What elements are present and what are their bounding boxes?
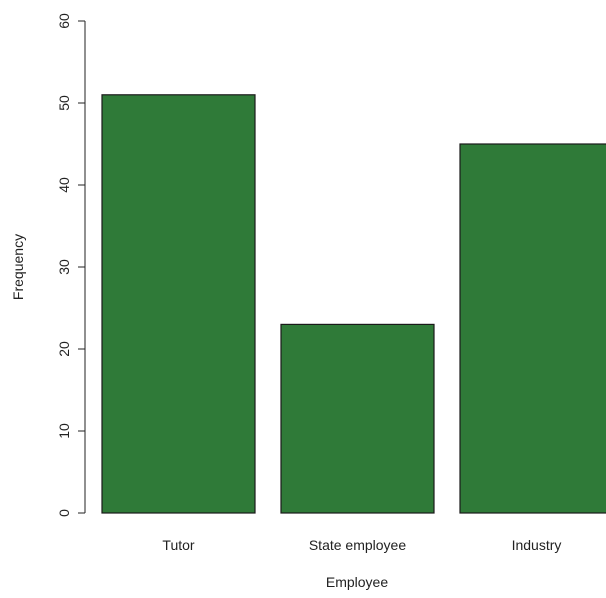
y-tick-label: 40 <box>56 177 72 193</box>
bar <box>459 143 606 514</box>
y-tick-label: 0 <box>56 509 72 517</box>
bar <box>101 94 256 514</box>
y-axis-title: Frequency <box>10 234 26 300</box>
y-tick-label: 30 <box>56 259 72 275</box>
y-tick-label: 60 <box>56 13 72 29</box>
x-tick-label: Tutor <box>162 537 194 553</box>
x-axis-title: Employee <box>326 574 388 590</box>
y-tick-label: 20 <box>56 341 72 357</box>
x-axis-labels: Tutor State employee Industry <box>162 537 561 553</box>
x-tick-label: State employee <box>309 537 406 553</box>
x-tick-label: Industry <box>512 537 562 553</box>
y-tick-label: 10 <box>56 423 72 439</box>
bar-series <box>101 94 606 514</box>
y-axis: 0 10 20 30 40 50 60 <box>56 13 86 517</box>
bar <box>280 323 435 514</box>
y-tick-label: 50 <box>56 95 72 111</box>
